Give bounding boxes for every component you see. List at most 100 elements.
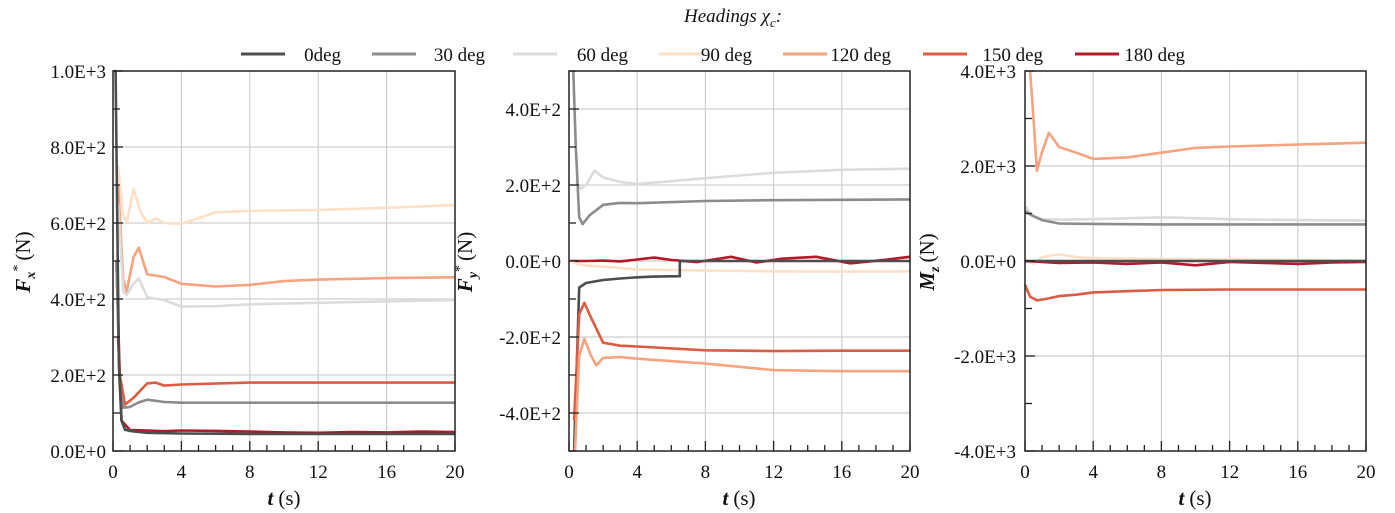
series-group xyxy=(1023,70,1367,302)
legend-item: 120 deg xyxy=(783,45,891,66)
y-tick-label: 2.0E+2 xyxy=(505,176,561,197)
y-tick-label: 6.0E+2 xyxy=(50,214,106,235)
series-line xyxy=(115,260,455,406)
y-tick-label: -4.0E+2 xyxy=(499,404,561,425)
tick-group: 0 4 8 12 16 20 -4.0E+2 -2.0E+2 0.0E+0 2.0E+2 4.0E+… xyxy=(499,70,920,483)
x-axis-label: t (s) xyxy=(722,486,755,510)
y-tick-label: -2.0E+3 xyxy=(954,347,1016,368)
series-group xyxy=(568,70,911,452)
y-axis-superscript: * xyxy=(453,265,468,272)
y-axis-label: Mz (N) xyxy=(915,233,943,291)
tick-group: 0 4 8 12 16 20 0.0E+0 2.0E+2 4.0E+2 6.0E+2 8.0E+2 1… xyxy=(50,62,464,483)
x-tick-label: 16 xyxy=(1288,462,1307,483)
legend-title-suffix: : xyxy=(776,6,782,27)
x-tick-label: 20 xyxy=(446,462,465,483)
y-tick-label: 4.0E+2 xyxy=(50,290,106,311)
x-tick-label: 16 xyxy=(377,462,396,483)
legend-title-main: Headings χ xyxy=(683,6,771,27)
legend: Headings χc: 0deg 30 deg 60 deg 90 deg 120 d… xyxy=(241,6,1185,66)
series-line xyxy=(572,259,910,452)
y-axis-label: Fx* (N) xyxy=(11,231,39,293)
x-tick-label: 20 xyxy=(1357,462,1376,483)
legend-label: 180 deg xyxy=(1124,45,1185,66)
legend-item: 60 deg xyxy=(513,45,628,66)
y-tick-label: 2.0E+2 xyxy=(50,366,106,387)
y-tick-label: 4.0E+2 xyxy=(505,100,561,121)
legend-item: 30 deg xyxy=(372,45,485,66)
x-tick-label: 12 xyxy=(1220,462,1239,483)
tick-group: 0 4 8 12 16 20 -4.0E+3 -2.0E+3 0.0E+0 2.0E+3 4.0E+… xyxy=(954,62,1375,483)
x-tick-label: 8 xyxy=(1157,462,1167,483)
series-line xyxy=(1024,259,1367,267)
y-axis-label: Fy* (N) xyxy=(453,232,481,293)
series-line xyxy=(113,69,455,436)
y-axis-unit: (N) xyxy=(11,231,35,260)
x-tick-label: 4 xyxy=(632,462,642,483)
y-axis-subscript: y xyxy=(466,271,481,280)
x-tick-label: 16 xyxy=(832,462,851,483)
legend-label: 60 deg xyxy=(577,45,629,66)
legend-item: 0deg xyxy=(241,45,341,66)
series-line xyxy=(1023,284,1366,302)
y-axis-superscript: * xyxy=(11,265,26,272)
legend-title-subscript: c xyxy=(770,15,776,30)
x-tick-label: 0 xyxy=(108,462,118,483)
x-tick-label: 0 xyxy=(564,462,574,483)
plot-frame xyxy=(112,70,456,452)
x-axis-symbol: t xyxy=(1178,486,1185,510)
y-tick-label: 4.0E+3 xyxy=(960,62,1016,83)
x-tick-label: 0 xyxy=(1020,462,1030,483)
series-line xyxy=(572,301,910,421)
legend-items: 0deg 30 deg 60 deg 90 deg 120 deg 150 deg 180 … xyxy=(241,45,1185,66)
legend-title: Headings χc: xyxy=(683,6,782,30)
y-axis-subscript: z xyxy=(928,266,943,273)
series-group xyxy=(113,69,456,436)
x-tick-label: 8 xyxy=(701,462,711,483)
x-tick-label: 8 xyxy=(245,462,255,483)
series-line xyxy=(573,337,910,452)
y-axis-symbol: F xyxy=(453,278,477,293)
legend-label: 120 deg xyxy=(830,45,891,66)
y-tick-label: 8.0E+2 xyxy=(50,138,106,159)
series-line xyxy=(572,70,911,226)
legend-item: 90 deg xyxy=(659,45,752,66)
series-line xyxy=(116,165,456,226)
x-tick-label: 20 xyxy=(901,462,920,483)
x-axis-unit: (s) xyxy=(1189,486,1211,510)
legend-item: 150 deg xyxy=(923,45,1043,66)
y-tick-label: 0.0E+0 xyxy=(505,252,561,273)
series-line xyxy=(568,259,911,273)
series-line xyxy=(116,203,456,308)
y-axis-unit: (N) xyxy=(453,232,477,261)
legend-label: 0deg xyxy=(304,45,341,66)
series-line xyxy=(574,167,911,191)
legend-label: 90 deg xyxy=(701,45,753,66)
panel-mz: 0 4 8 12 16 20 -4.0E+3 -2.0E+3 0.0E+0 2.0E+3 4.0E+… xyxy=(915,62,1376,510)
y-tick-label: -4.0E+3 xyxy=(954,442,1016,463)
x-axis-unit: (s) xyxy=(733,486,755,510)
y-axis-unit: (N) xyxy=(915,233,939,262)
x-axis-unit: (s) xyxy=(278,486,300,510)
series-line xyxy=(116,184,456,293)
legend-label: 30 deg xyxy=(434,45,486,66)
y-tick-label: 1.0E+3 xyxy=(50,62,106,83)
y-tick-label: 0.0E+0 xyxy=(960,252,1016,273)
series-line xyxy=(1024,210,1366,226)
panel-fy: 0 4 8 12 16 20 -4.0E+2 -2.0E+2 0.0E+0 2.0E+2 4.0E+… xyxy=(453,70,920,510)
x-tick-label: 4 xyxy=(177,462,187,483)
y-tick-label: 2.0E+3 xyxy=(960,157,1016,178)
y-tick-label: 0.0E+0 xyxy=(50,442,106,463)
x-tick-label: 12 xyxy=(764,462,783,483)
x-axis-label: t (s) xyxy=(1178,486,1211,510)
grid xyxy=(113,71,455,451)
y-axis-symbol: M xyxy=(915,271,939,292)
x-axis-symbol: t xyxy=(722,486,729,510)
x-axis-symbol: t xyxy=(267,486,274,510)
y-tick-label: -2.0E+2 xyxy=(499,328,561,349)
legend-item: 180 deg xyxy=(1075,45,1185,66)
y-axis-symbol: F xyxy=(11,279,35,294)
series-line xyxy=(115,260,455,409)
legend-label: 150 deg xyxy=(982,45,1043,66)
x-tick-label: 4 xyxy=(1088,462,1098,483)
